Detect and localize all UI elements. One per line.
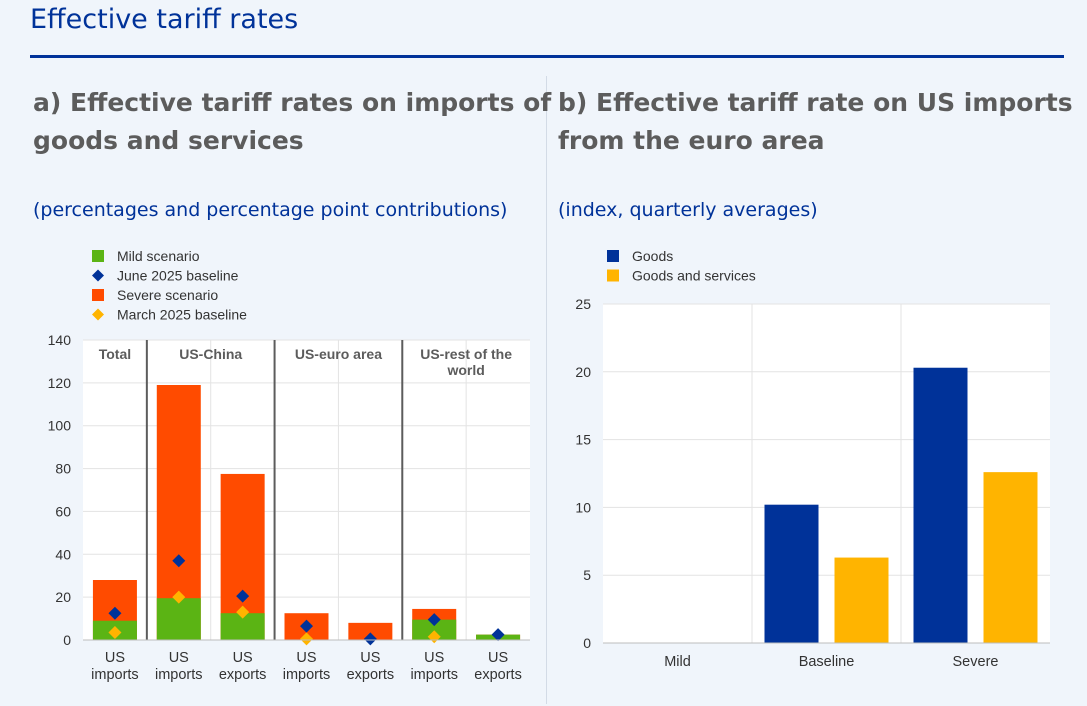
panel-b-title-line1: b) Effective tariff rate on US imports xyxy=(558,88,1073,117)
chart-a-bar-mild xyxy=(412,619,457,640)
chart-a-x-tick-label: US xyxy=(488,650,508,666)
chart-a-y-tick-label: 80 xyxy=(55,461,71,477)
chart-a-x-tick-label: imports xyxy=(91,667,139,683)
chart-b-y-tick-label: 10 xyxy=(575,499,591,515)
chart-a-y-tick-label: 100 xyxy=(48,418,72,434)
chart-a-group-label: world xyxy=(446,362,484,378)
chart-a-marker-june-baseline xyxy=(363,632,377,646)
chart-b-bar-goods-and-services xyxy=(834,557,889,643)
chart-a-x-tick-label: US xyxy=(424,650,444,666)
chart-a-legend-marker xyxy=(92,289,104,301)
chart-b-y-tick-label: 0 xyxy=(583,635,591,651)
chart-b-y-tick-label: 15 xyxy=(575,432,591,448)
chart-a-x-tick-label: imports xyxy=(155,667,203,683)
chart-a-marker-march-baseline xyxy=(108,626,122,639)
chart-a-group-label: US-euro area xyxy=(295,346,382,362)
panel-a-title: a) Effective tariff rates on imports of … xyxy=(33,84,551,160)
panel-a-subtitle: (percentages and percentage point contri… xyxy=(33,199,508,221)
chart-b-x-tick-label: Baseline xyxy=(799,654,855,670)
chart-a-marker-june-baseline xyxy=(491,628,505,642)
panel-divider xyxy=(546,76,547,704)
chart-a-y-tick-label: 60 xyxy=(55,503,71,519)
chart-a-y-tick-label: 0 xyxy=(63,632,71,648)
chart-b-bar-goods xyxy=(764,504,819,643)
chart-b-legend-marker xyxy=(607,269,619,282)
chart-a-marker-june-baseline xyxy=(108,606,122,620)
chart-a-legend-marker xyxy=(92,250,104,262)
page-title: Effective tariff rates xyxy=(30,4,299,35)
chart-a-group-label: US-rest of the xyxy=(420,346,512,362)
chart-b-y-tick-label: 5 xyxy=(583,567,591,583)
chart-a-legend-marker xyxy=(92,269,104,282)
chart-a-group-label: US-China xyxy=(179,346,242,362)
chart-a-x-tick-label: exports xyxy=(219,667,267,683)
chart-b-legend-marker xyxy=(607,250,619,262)
chart-a-y-tick-label: 20 xyxy=(55,589,71,605)
chart-a-y-tick-label: 140 xyxy=(48,332,72,348)
chart-b-y-tick-label: 25 xyxy=(575,296,591,312)
chart-a-x-tick-label: imports xyxy=(410,667,458,683)
chart-a-x-tick-label: US xyxy=(233,650,253,666)
chart-a-x-tick-label: imports xyxy=(283,667,331,683)
chart-a-marker-june-baseline xyxy=(427,613,441,627)
chart-a-group-label: Total xyxy=(99,346,131,362)
chart-b-x-tick-label: Severe xyxy=(953,654,999,670)
chart-a-legend-label: Severe scenario xyxy=(117,287,218,303)
chart-a-x-tick-label: exports xyxy=(347,667,395,683)
chart-b-y-tick-label: 20 xyxy=(575,364,591,380)
chart-a-bar-mild xyxy=(156,598,201,640)
panel-a-title-line2: goods and services xyxy=(33,126,304,155)
chart-b-legend-label: Goods and services xyxy=(632,268,756,284)
chart-a-legend-label: March 2025 baseline xyxy=(117,307,247,323)
chart-a-marker-march-baseline xyxy=(236,605,250,619)
title-rule xyxy=(30,55,1064,58)
panel-b-subtitle: (index, quarterly averages) xyxy=(558,199,818,221)
chart-a-legend-label: Mild scenario xyxy=(117,248,200,264)
panel-a-title-line1: a) Effective tariff rates on imports of xyxy=(33,88,552,117)
chart-a-x-tick-label: US xyxy=(169,650,189,666)
chart-a-legend-label: June 2025 baseline xyxy=(117,268,239,284)
panel-b-title: b) Effective tariff rate on US imports f… xyxy=(558,84,1073,160)
chart-a-marker-june-baseline xyxy=(236,589,250,603)
chart-b-bar-goods xyxy=(913,367,968,643)
chart-b-x-tick-label: Mild xyxy=(664,654,691,670)
chart-a-x-tick-label: US xyxy=(296,650,316,666)
chart-b-bar-goods-and-services xyxy=(983,472,1038,643)
chart-a-x-tick-label: US xyxy=(105,650,125,666)
chart-b-legend-label: Goods xyxy=(632,248,673,264)
chart-a-marker-march-baseline xyxy=(300,632,313,646)
chart-a-y-tick-label: 40 xyxy=(55,546,71,562)
chart-a-y-tick-label: 120 xyxy=(48,375,72,391)
chart-a-marker-march-baseline xyxy=(172,590,186,604)
chart-a-marker-june-baseline xyxy=(300,619,313,633)
chart-a-legend-marker xyxy=(92,308,104,321)
chart-a-x-tick-label: US xyxy=(360,650,380,666)
panel-b-title-line2: from the euro area xyxy=(558,126,825,155)
chart-b-plot-area xyxy=(603,304,1050,643)
chart-a-marker-june-baseline xyxy=(172,554,186,568)
chart-a-bar-severe xyxy=(348,622,393,640)
chart-a-x-tick-label: exports xyxy=(474,667,522,683)
